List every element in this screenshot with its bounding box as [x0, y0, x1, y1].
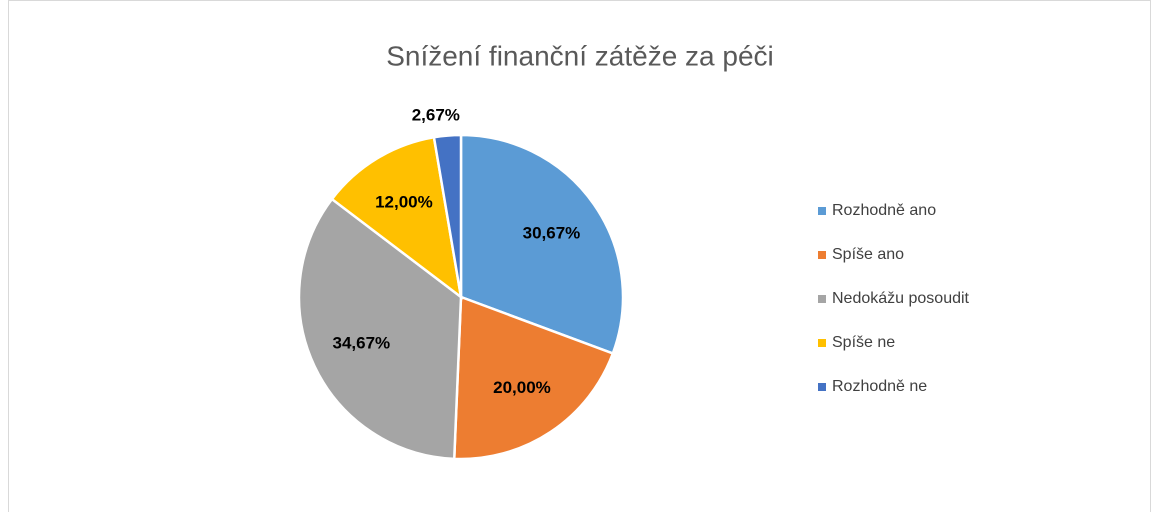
pie-slice	[432, 133, 463, 298]
data-label: 2,67%	[412, 106, 460, 125]
data-label: 12,00%	[375, 192, 433, 211]
data-label: 20,00%	[493, 378, 551, 397]
legend-swatch	[818, 339, 826, 347]
data-label: 34,67%	[332, 333, 390, 352]
legend-swatch	[818, 251, 826, 259]
legend-swatch	[818, 383, 826, 391]
chart-title: Snížení finanční zátěže za péči	[386, 40, 774, 71]
pie-slice	[297, 197, 463, 461]
pie-slice	[459, 133, 625, 356]
data-label: 30,67%	[523, 224, 581, 243]
legend-label: Spíše ne	[832, 334, 895, 351]
legend-label: Rozhodně ano	[832, 202, 936, 219]
pie-slice	[452, 295, 615, 461]
pie-slice	[330, 135, 463, 300]
legend-label: Spíše ano	[832, 246, 904, 263]
legend-label: Nedokážu posoudit	[832, 290, 970, 307]
legend-swatch	[818, 295, 826, 303]
legend-swatch	[818, 207, 826, 215]
legend-label: Rozhodně ne	[832, 378, 927, 395]
